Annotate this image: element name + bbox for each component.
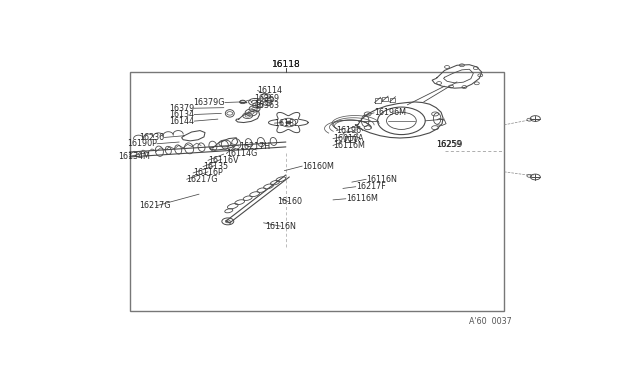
Text: 16114: 16114 bbox=[257, 86, 283, 95]
Text: 16236: 16236 bbox=[139, 133, 164, 142]
Text: 16196: 16196 bbox=[337, 126, 362, 135]
Text: 16118: 16118 bbox=[271, 60, 300, 69]
Text: A'60  0037: A'60 0037 bbox=[468, 317, 511, 326]
Circle shape bbox=[286, 121, 291, 124]
Text: 16369: 16369 bbox=[255, 94, 280, 103]
Text: 16134M: 16134M bbox=[118, 152, 150, 161]
Text: 16116N: 16116N bbox=[366, 175, 397, 184]
Text: 16118: 16118 bbox=[271, 60, 300, 69]
Text: 16196M: 16196M bbox=[374, 108, 406, 117]
Text: 16010A: 16010A bbox=[333, 134, 364, 143]
Text: 16217F: 16217F bbox=[356, 182, 385, 191]
Text: 16160M: 16160M bbox=[302, 161, 334, 171]
Text: 16379G: 16379G bbox=[193, 98, 225, 107]
Text: 16217G: 16217G bbox=[187, 175, 218, 184]
Text: 16259: 16259 bbox=[436, 140, 463, 149]
Text: 16190P: 16190P bbox=[127, 139, 157, 148]
Text: 16182: 16182 bbox=[275, 119, 300, 128]
Text: 16116M: 16116M bbox=[333, 141, 365, 150]
Text: 16217H: 16217H bbox=[239, 141, 270, 151]
Bar bbox=[129, 72, 504, 311]
Text: 16379: 16379 bbox=[169, 104, 194, 113]
Text: 16116P: 16116P bbox=[193, 169, 223, 177]
Text: 16135: 16135 bbox=[203, 162, 228, 171]
Text: 16160: 16160 bbox=[277, 197, 303, 206]
Text: 16134: 16134 bbox=[169, 110, 194, 119]
Text: 16116V: 16116V bbox=[208, 156, 239, 165]
Text: 16144: 16144 bbox=[169, 116, 194, 126]
Text: 16259: 16259 bbox=[436, 140, 461, 149]
Text: 16363: 16363 bbox=[255, 102, 280, 110]
Text: 16114G: 16114G bbox=[227, 149, 257, 158]
Text: 16116M: 16116M bbox=[346, 194, 378, 203]
Text: 16217G: 16217G bbox=[140, 201, 171, 210]
Text: 16116N: 16116N bbox=[266, 222, 296, 231]
